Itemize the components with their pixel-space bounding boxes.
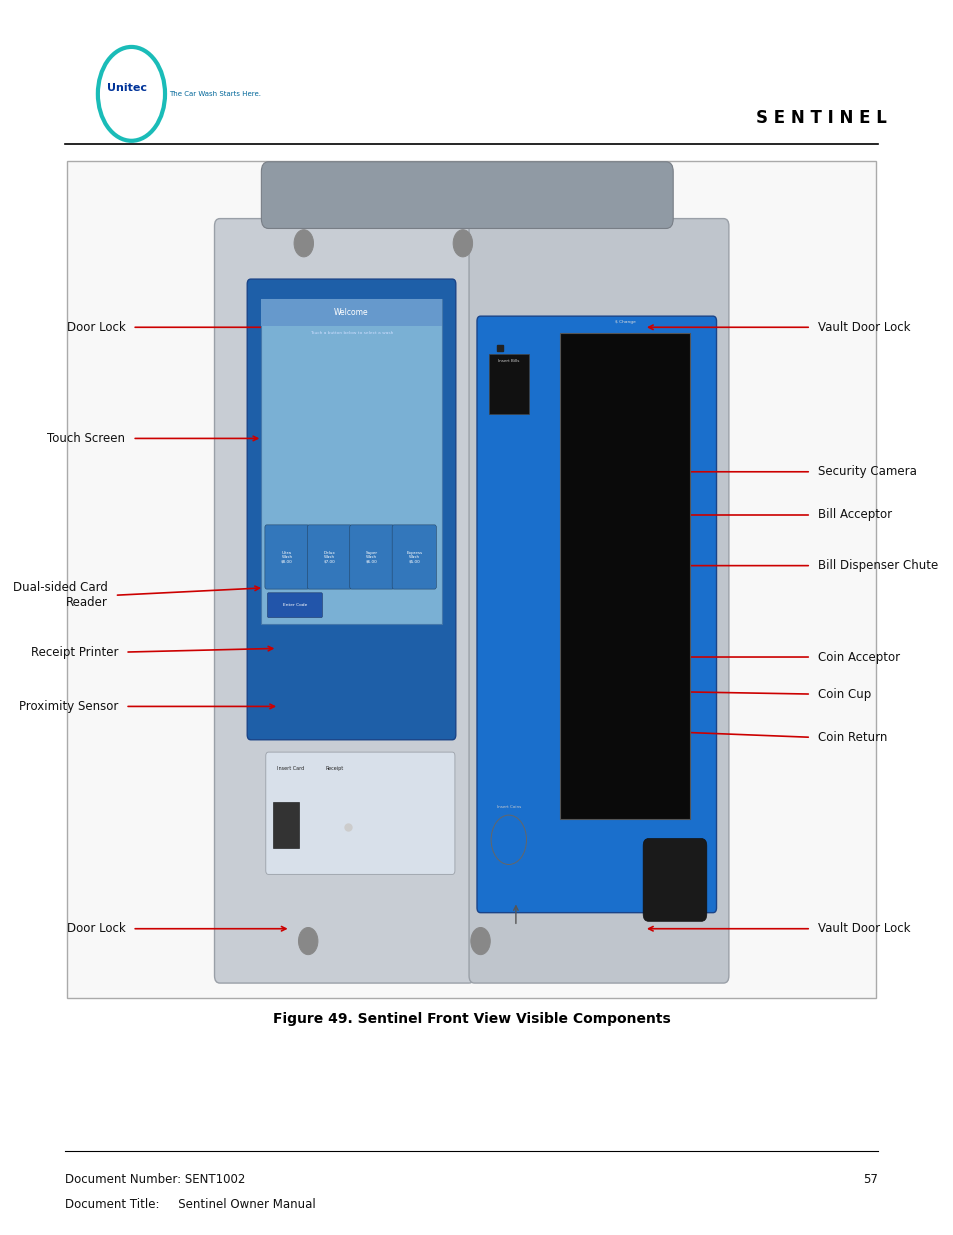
FancyBboxPatch shape <box>559 333 689 819</box>
Text: Figure 49. Sentinel Front View Visible Components: Figure 49. Sentinel Front View Visible C… <box>273 1011 670 1026</box>
Text: Insert Coins: Insert Coins <box>497 805 520 809</box>
Text: Security Camera: Security Camera <box>818 466 916 478</box>
FancyBboxPatch shape <box>392 525 436 589</box>
FancyBboxPatch shape <box>261 299 441 624</box>
Text: Express
Wash
$5.00: Express Wash $5.00 <box>406 551 422 563</box>
FancyBboxPatch shape <box>266 752 455 874</box>
Text: Welcome: Welcome <box>334 308 369 317</box>
Circle shape <box>453 230 472 257</box>
Text: Super
Wash
$6.00: Super Wash $6.00 <box>365 551 377 563</box>
FancyBboxPatch shape <box>265 525 309 589</box>
FancyBboxPatch shape <box>273 802 299 848</box>
FancyBboxPatch shape <box>489 354 529 414</box>
Text: Receipt: Receipt <box>325 766 343 771</box>
Text: Receipt Printer: Receipt Printer <box>30 646 118 658</box>
Text: Touch Screen: Touch Screen <box>48 432 125 445</box>
Text: The Car Wash Starts Here.: The Car Wash Starts Here. <box>169 91 260 96</box>
Text: Unitec: Unitec <box>107 83 147 93</box>
Text: Vault Door Lock: Vault Door Lock <box>818 923 910 935</box>
Text: Insert Card: Insert Card <box>276 766 304 771</box>
Text: Bill Acceptor: Bill Acceptor <box>818 509 891 521</box>
Circle shape <box>471 927 490 955</box>
FancyBboxPatch shape <box>67 161 876 998</box>
Text: S E N T I N E L: S E N T I N E L <box>756 109 886 127</box>
Text: Delux
Wash
$7.00: Delux Wash $7.00 <box>323 551 335 563</box>
Text: Dual-sided Card
Reader: Dual-sided Card Reader <box>12 582 108 609</box>
Text: Document Number: SENT1002: Document Number: SENT1002 <box>65 1173 245 1187</box>
FancyBboxPatch shape <box>214 219 474 983</box>
Text: Vault Door Lock: Vault Door Lock <box>818 321 910 333</box>
Text: 57: 57 <box>862 1173 878 1187</box>
Text: Coin Acceptor: Coin Acceptor <box>818 651 900 663</box>
FancyBboxPatch shape <box>642 839 706 921</box>
FancyBboxPatch shape <box>261 162 673 228</box>
FancyBboxPatch shape <box>267 593 322 618</box>
Text: Insert Bills: Insert Bills <box>497 358 519 363</box>
FancyBboxPatch shape <box>350 525 394 589</box>
Text: Enter Code: Enter Code <box>282 603 307 608</box>
Text: Door Lock: Door Lock <box>67 923 125 935</box>
Text: Proximity Sensor: Proximity Sensor <box>19 700 118 713</box>
Text: Coin Cup: Coin Cup <box>818 688 870 700</box>
Text: $ Change: $ Change <box>614 320 635 324</box>
Circle shape <box>294 230 314 257</box>
FancyBboxPatch shape <box>261 299 441 326</box>
FancyBboxPatch shape <box>469 219 728 983</box>
Text: Coin Return: Coin Return <box>818 731 886 743</box>
Text: Door Lock: Door Lock <box>67 321 125 333</box>
Text: Document Title:     Sentinel Owner Manual: Document Title: Sentinel Owner Manual <box>65 1198 315 1212</box>
FancyBboxPatch shape <box>476 316 716 913</box>
FancyBboxPatch shape <box>307 525 351 589</box>
Text: Ultra
Wash
$8.00: Ultra Wash $8.00 <box>281 551 293 563</box>
Text: Touch a button below to select a wash: Touch a button below to select a wash <box>310 331 393 336</box>
Text: Bill Dispenser Chute: Bill Dispenser Chute <box>818 559 938 572</box>
Circle shape <box>298 927 317 955</box>
FancyBboxPatch shape <box>247 279 456 740</box>
